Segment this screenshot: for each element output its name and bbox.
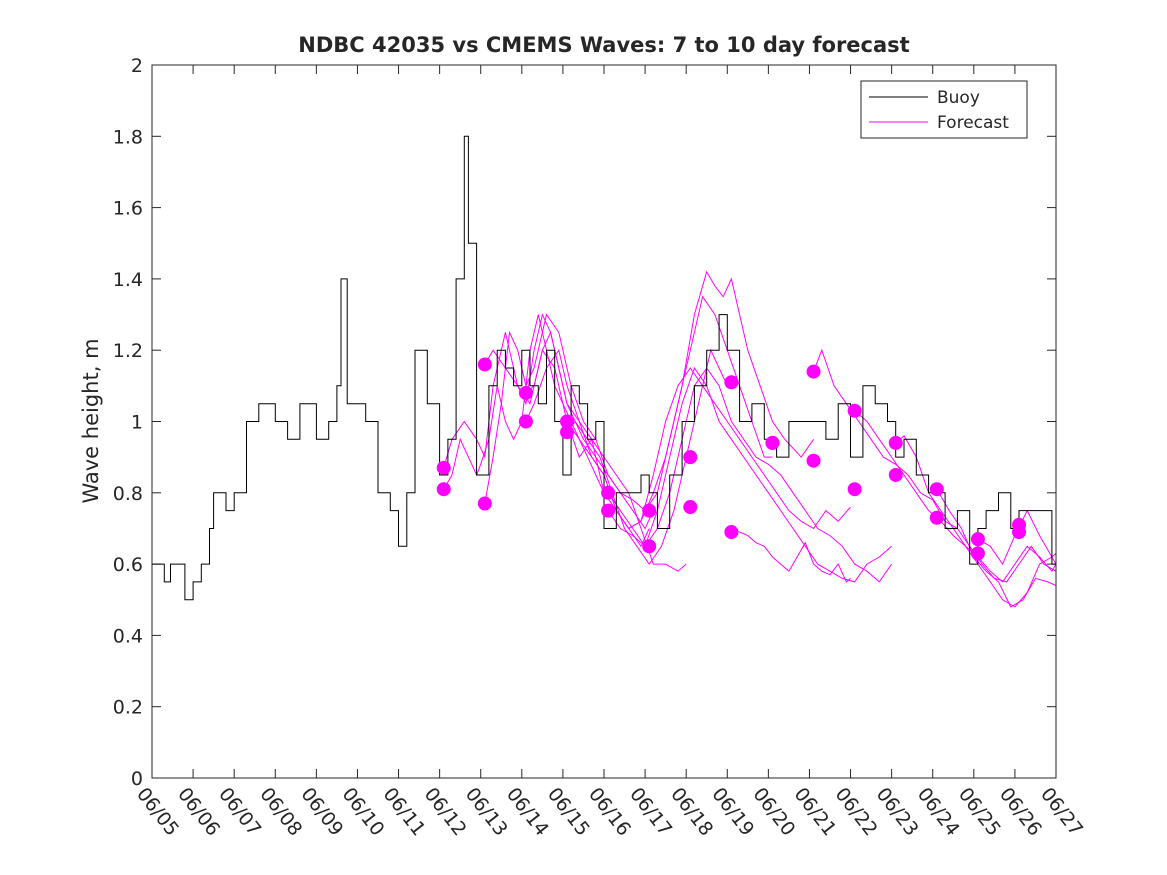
- forecast-start-point: [436, 482, 451, 497]
- forecast-line: [566, 367, 851, 530]
- forecast-start-point: [601, 503, 616, 518]
- forecast-start-point: [724, 525, 739, 540]
- forecast-start-point: [929, 482, 944, 497]
- forecast-start-point: [888, 435, 903, 450]
- legend-box: [860, 80, 1028, 139]
- forecast-start-point: [847, 482, 862, 497]
- legend: Buoy Forecast: [860, 80, 1028, 139]
- forecast-start-point: [477, 357, 492, 372]
- y-tick-label: 1.2: [113, 340, 143, 362]
- forecast-start-point: [806, 453, 821, 468]
- forecast-line: [607, 367, 893, 583]
- y-tick-label: 1.4: [113, 269, 143, 291]
- forecast-start-point: [970, 532, 985, 547]
- y-axis: 0 0.2 0.4 0.6 0.8 1 1.2 1.4 1.6 1.8 2: [113, 55, 1056, 790]
- forecast-line: [607, 366, 892, 583]
- forecast-start-point: [477, 496, 492, 511]
- forecast-start-point: [765, 435, 780, 450]
- forecast-start-point: [806, 364, 821, 379]
- forecast-start-point: [601, 485, 616, 500]
- forecast-start-point: [560, 425, 575, 440]
- y-axis-label: Wave height, m: [79, 338, 103, 503]
- series-layer: [152, 135, 1056, 608]
- axes-frame: [151, 64, 1057, 779]
- y-tick-label: 0.6: [113, 554, 143, 576]
- chart-title: NDBC 42035 vs CMEMS Waves: 7 to 10 day f…: [298, 33, 909, 57]
- y-tick-label: 0: [131, 768, 143, 790]
- forecast-start-point: [518, 414, 533, 429]
- forecast-line: [854, 410, 1056, 583]
- forecast-start-point: [1012, 525, 1027, 540]
- y-tick-label: 1: [131, 412, 143, 434]
- forecast-start-point: [970, 546, 985, 561]
- y-tick-label: 2: [131, 55, 143, 77]
- forecast-start-point: [683, 450, 698, 465]
- forecast-start-point: [847, 403, 862, 418]
- y-tick-label: 1.6: [113, 198, 143, 220]
- forecast-start-point: [724, 375, 739, 390]
- forecast-line: [484, 313, 654, 530]
- forecast-start-point: [518, 385, 533, 400]
- forecast-start-point: [436, 460, 451, 475]
- forecast-start-point: [642, 503, 657, 518]
- plot-area: [151, 64, 1057, 779]
- forecast-start-point: [929, 510, 944, 525]
- forecast-start-point: [683, 500, 698, 515]
- forecast-start-point: [888, 467, 903, 482]
- forecast-line: [484, 313, 687, 572]
- forecast-line: [525, 330, 728, 565]
- legend-label-forecast: Forecast: [937, 113, 1009, 133]
- y-tick-label: 1.8: [113, 126, 143, 148]
- legend-label-buoy: Buoy: [937, 88, 980, 108]
- y-tick-label: 0.2: [113, 697, 143, 719]
- y-tick-label: 0.8: [113, 483, 143, 505]
- y-tick-label: 0.4: [113, 625, 143, 647]
- forecast-start-point: [642, 539, 657, 554]
- forecast-line: [731, 531, 851, 583]
